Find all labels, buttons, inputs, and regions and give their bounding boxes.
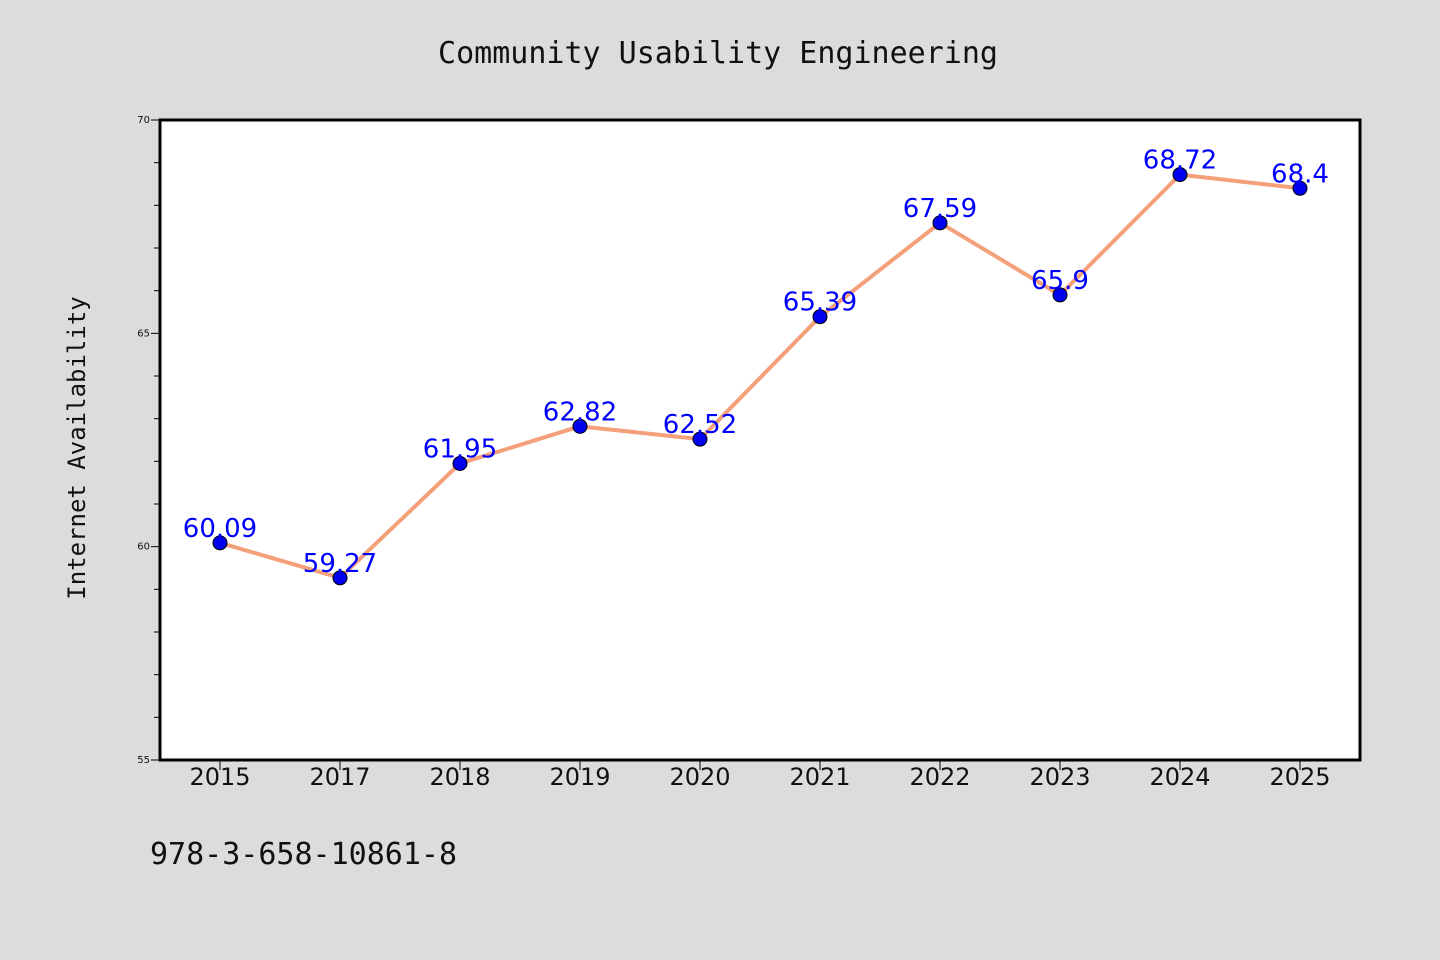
data-point (692, 431, 708, 447)
x-tick-label: 2018 (429, 763, 490, 791)
data-label: 67.59 (903, 194, 977, 224)
data-point (452, 455, 468, 471)
x-tick-label: 2025 (1269, 763, 1330, 791)
data-label: 60.09 (183, 514, 257, 544)
x-tick-label: 2024 (1149, 763, 1210, 791)
x-tick-label: 2021 (789, 763, 850, 791)
data-point (332, 570, 348, 586)
data-point (932, 215, 948, 231)
chart-title: Community Usability Engineering (438, 36, 998, 71)
data-point (1292, 180, 1308, 196)
x-tick-label: 2022 (909, 763, 970, 791)
data-point (1052, 287, 1068, 303)
data-label: 62.52 (663, 410, 737, 440)
y-tick-label: 60 (137, 542, 150, 553)
data-point (1172, 167, 1188, 183)
x-tick-label: 2023 (1029, 763, 1090, 791)
data-label: 62.82 (543, 397, 617, 427)
x-tick-label: 2015 (189, 763, 250, 791)
series-line (218, 172, 1302, 580)
data-point (572, 418, 588, 434)
series-layer: 60.09 59.27 61.95 62.82 62.52 65.39 67.59 65.9 6… (183, 146, 1329, 586)
data-point (812, 309, 828, 325)
data-label: 68.4 (1271, 159, 1329, 189)
isbn-footer: 978-3-658-10861-8 (150, 837, 457, 872)
data-label: 65.39 (783, 288, 857, 318)
x-tick-label: 2020 (669, 763, 730, 791)
y-axis-label: Internet Availability (63, 296, 91, 599)
x-tick-label: 2017 (309, 763, 370, 791)
data-label: 61.95 (423, 434, 497, 464)
y-tick-label: 55 (137, 755, 150, 766)
x-tick-label: 2019 (549, 763, 610, 791)
y-tick-label: 70 (137, 115, 150, 126)
data-label: 59.27 (303, 549, 377, 579)
axes: 55 60 65 70 2015 2017 2018 2019 2020 2021 2022 2023… (137, 115, 1330, 791)
data-label: 68.72 (1143, 146, 1217, 176)
data-point (212, 535, 228, 551)
plot-area (158, 118, 1362, 762)
y-tick-label: 65 (137, 328, 150, 339)
data-label: 65.9 (1031, 266, 1089, 296)
